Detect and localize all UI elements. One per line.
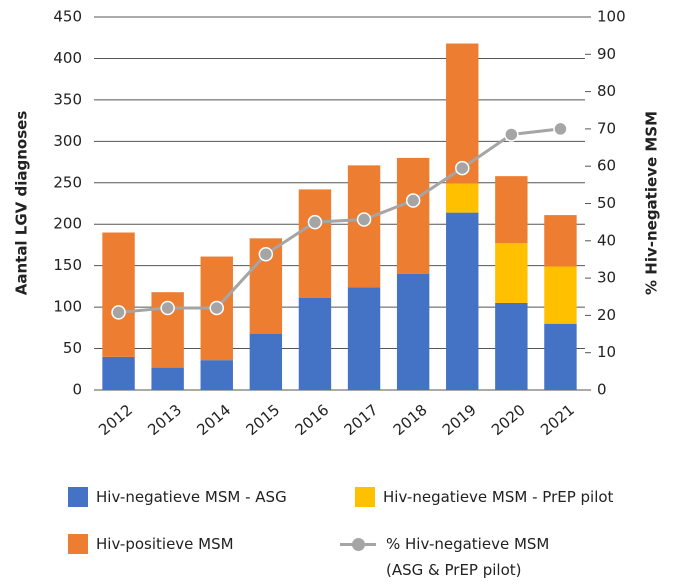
- y2-tick-label: 10: [597, 343, 616, 361]
- y2-tick-label: 0: [597, 381, 607, 399]
- line-marker: [258, 246, 274, 262]
- y2-tick-label: 40: [597, 231, 616, 249]
- bar: [544, 266, 577, 324]
- legend-item: Hiv-positieve MSM: [68, 531, 234, 557]
- y-tick-label: 0: [72, 381, 82, 399]
- bar: [298, 189, 332, 298]
- line-marker: [209, 300, 224, 316]
- bar: [151, 367, 184, 390]
- bar: [446, 212, 479, 390]
- x-tick-label: 2014: [193, 401, 234, 439]
- y2-axis-label: % Hiv-negatieve MSM: [643, 111, 661, 295]
- bar: [396, 273, 430, 390]
- y-tick-label: 50: [63, 339, 82, 357]
- y2-tick-label: 80: [597, 82, 616, 100]
- bar: [102, 232, 135, 357]
- legend-label: Hiv-positieve MSM: [96, 535, 234, 553]
- x-tick-label: 2019: [439, 401, 480, 439]
- line-marker: [553, 121, 568, 137]
- y2-tick-label: 50: [597, 194, 616, 212]
- y2-tick-label: 100: [597, 8, 626, 26]
- line-marker: [111, 305, 126, 320]
- x-tick-label: 2012: [95, 401, 136, 439]
- legend-label: Hiv-negatieve MSM - ASG: [96, 488, 287, 506]
- line-marker: [504, 127, 519, 142]
- bar: [249, 333, 283, 390]
- line: [118, 127, 561, 314]
- bar: [495, 302, 528, 390]
- chart: Aantal LGV diagnoses % Hiv-negatieve MSM…: [13, 8, 661, 440]
- legend-swatch: [355, 487, 375, 507]
- legend-item: Hiv-negatieve MSM - PrEP pilot: [355, 484, 613, 510]
- line-marker: [160, 300, 175, 316]
- line-marker: [307, 214, 323, 230]
- y2-tick-label: 60: [597, 157, 616, 175]
- y-tick-label: 250: [53, 173, 82, 191]
- bar: [102, 356, 135, 390]
- bar: [396, 157, 430, 274]
- x-tick-label: 2017: [341, 401, 382, 439]
- y-tick-label: 150: [53, 256, 82, 274]
- line-marker: [356, 212, 372, 227]
- bar: [544, 215, 577, 267]
- line-marker: [455, 160, 470, 176]
- x-tick-label: 2020: [488, 401, 529, 439]
- y2-tick-label: 20: [597, 306, 616, 324]
- y-tick-label: 400: [53, 49, 82, 67]
- legend-swatch: [340, 534, 376, 554]
- bar: [200, 360, 233, 390]
- bar: [495, 176, 528, 244]
- y2-tick-label: 30: [597, 269, 616, 287]
- legend-item: Hiv-negatieve MSM - ASG: [68, 484, 287, 510]
- legend-swatch: [68, 534, 88, 554]
- bar: [446, 183, 479, 213]
- y-tick-label: 100: [53, 298, 82, 316]
- legend-label: % Hiv-negatieve MSM (ASG & PrEP pilot): [386, 535, 550, 579]
- y2-tick-label: 90: [597, 45, 616, 63]
- x-tick-label: 2018: [390, 401, 431, 439]
- x-tick-label: 2013: [144, 401, 185, 439]
- y-tick-label: 200: [53, 215, 82, 233]
- x-tick-label: 2021: [537, 401, 578, 439]
- legend-label: Hiv-negatieve MSM - PrEP pilot: [383, 488, 614, 506]
- y-tick-label: 350: [53, 90, 82, 108]
- legend-item: % Hiv-negatieve MSM (ASG & PrEP pilot): [340, 531, 586, 583]
- bar: [298, 297, 332, 390]
- y2-tick-label: 70: [597, 119, 616, 137]
- line-marker: [405, 193, 421, 208]
- bar: [495, 243, 528, 303]
- bar: [347, 287, 381, 390]
- x-tick-label: 2015: [242, 401, 283, 439]
- y-tick-label: 300: [53, 132, 82, 150]
- y-axis-label: Aantal LGV diagnoses: [13, 111, 31, 296]
- y-tick-label: 450: [53, 8, 82, 26]
- legend-swatch: [68, 487, 88, 507]
- x-tick-label: 2016: [292, 401, 333, 439]
- bar: [544, 323, 577, 390]
